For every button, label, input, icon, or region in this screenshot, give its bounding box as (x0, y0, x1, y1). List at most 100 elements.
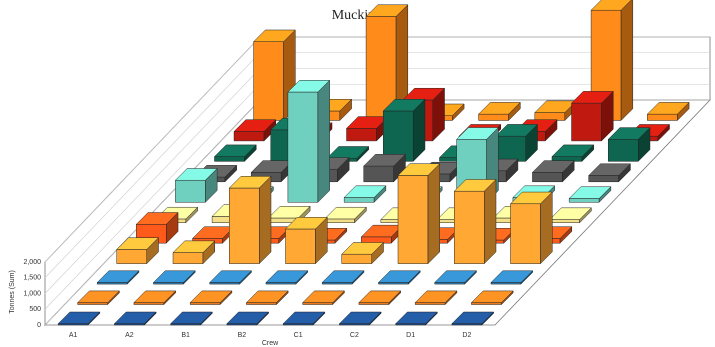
bar (287, 79, 331, 203)
bar-face (382, 110, 414, 162)
bar-face (607, 127, 651, 140)
bar-face (77, 290, 121, 303)
bar (282, 311, 326, 326)
bar-face (590, 0, 632, 11)
bar-face (152, 270, 196, 283)
bar-face (377, 270, 421, 283)
bar (360, 224, 404, 244)
bar (338, 311, 382, 326)
bar-face (414, 302, 446, 305)
bar-face (510, 203, 541, 264)
bar-face (490, 270, 534, 283)
bar (321, 270, 365, 285)
bar (174, 167, 218, 203)
bar-face (189, 302, 221, 305)
bar-face (287, 91, 319, 203)
bar-face (233, 119, 277, 132)
bar (170, 311, 213, 326)
bar-face (363, 165, 394, 183)
bar-face (57, 311, 101, 324)
bar-face (96, 270, 140, 283)
bar-face (434, 270, 478, 283)
bar-face (478, 113, 509, 121)
bar-face (397, 163, 441, 176)
bar (226, 311, 270, 326)
bar-face (456, 127, 499, 140)
x-tick-label: D1 (406, 332, 415, 339)
bar (343, 185, 387, 203)
bar-face (228, 176, 272, 189)
x-tick-label: C1 (294, 332, 303, 339)
bar-face (172, 240, 216, 253)
bar (233, 119, 277, 142)
bar-face (365, 4, 409, 17)
bar (113, 311, 157, 326)
bar-face (427, 163, 440, 265)
bar-face (363, 154, 407, 167)
bar-face (324, 218, 355, 223)
bar-face (172, 252, 204, 264)
bar-face (451, 311, 495, 324)
bar-face (341, 253, 373, 264)
bar-face (531, 160, 575, 173)
bar (382, 98, 426, 162)
bar (152, 270, 196, 285)
bar (490, 270, 534, 285)
bar-face (532, 172, 563, 183)
bar (245, 290, 289, 306)
bar (570, 90, 614, 142)
bar-face (229, 187, 260, 264)
bar-face (453, 179, 497, 192)
bar (531, 160, 575, 183)
x-tick-label: B2 (238, 332, 247, 339)
bar-face (548, 207, 592, 220)
bar-face (226, 311, 270, 324)
bar-face (267, 206, 311, 219)
bar-face (116, 237, 160, 250)
bar-face (116, 249, 148, 264)
bar-face (113, 311, 157, 324)
bar-face (568, 186, 612, 199)
bar-face (571, 102, 602, 142)
bar-face (245, 290, 289, 303)
bar-face (477, 102, 521, 115)
bar-face (346, 128, 377, 142)
bar (495, 123, 539, 162)
bar-face (77, 302, 108, 305)
bar (395, 311, 438, 326)
y-tick-label: 2,000 (23, 259, 41, 266)
bar (341, 241, 385, 265)
bar (534, 100, 578, 122)
bar-face (246, 302, 277, 305)
x-tick-label: A2 (125, 332, 134, 339)
bar-face (484, 178, 497, 265)
x-tick-label: A1 (69, 332, 78, 339)
bar (588, 163, 632, 183)
bar-face (302, 302, 333, 305)
bar (302, 290, 346, 306)
bar (284, 216, 328, 265)
y-tick-label: 1,500 (23, 275, 41, 282)
bar-face (414, 290, 458, 303)
bar-face (209, 270, 253, 283)
bar (548, 207, 592, 224)
bar (96, 270, 140, 285)
bar-face (302, 290, 346, 303)
bar-face (326, 146, 370, 159)
bar-face (551, 144, 595, 157)
bar (365, 4, 409, 122)
bar-face (588, 163, 632, 176)
bar (265, 270, 309, 285)
bar-face (175, 179, 206, 203)
bar (209, 270, 253, 285)
bar (470, 290, 514, 306)
y-tick-label: 1,000 (23, 290, 41, 297)
bar-face (454, 190, 485, 264)
bar-face (252, 29, 296, 42)
bar (172, 240, 216, 265)
bar-face (395, 311, 438, 324)
bar-face (570, 91, 614, 104)
bar-face (646, 102, 690, 115)
bar-face (495, 124, 539, 137)
